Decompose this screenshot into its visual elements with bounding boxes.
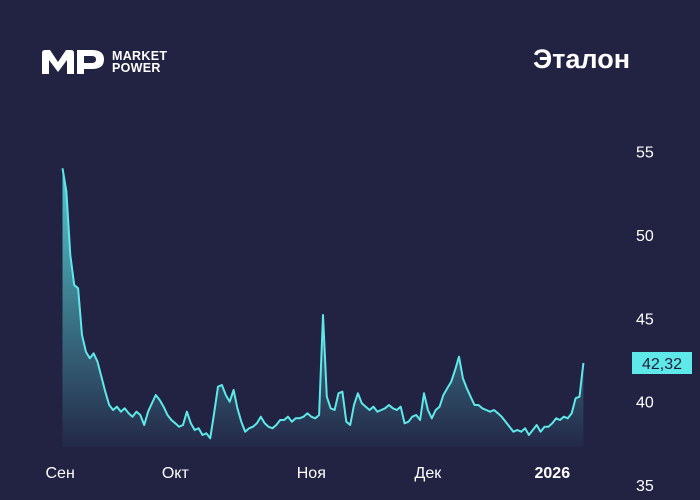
price-area (62, 168, 584, 447)
x-tick-label: 2026 (535, 465, 571, 482)
x-tick-label: Дек (415, 465, 443, 482)
y-tick-label: 45 (636, 311, 654, 328)
x-tick-label: Сен (46, 465, 75, 482)
chart-title: Эталон (532, 44, 630, 74)
mp-logo-icon (42, 50, 104, 74)
market-power-logo: MARKET POWER (42, 50, 167, 74)
logo-line-2: POWER (112, 61, 161, 75)
y-tick-label: 35 (636, 478, 654, 495)
y-tick-label: 55 (636, 145, 654, 162)
x-tick-label: Ноя (297, 465, 326, 482)
last-value-badge (632, 352, 692, 374)
price-line (61, 168, 585, 440)
x-tick-label: Окт (162, 465, 190, 482)
last-value-label: 42,32 (642, 356, 682, 373)
y-tick-label: 40 (636, 395, 654, 412)
y-tick-label: 50 (636, 228, 654, 245)
logo-line-1: MARKET (112, 49, 168, 63)
logo-text: MARKET POWER (112, 49, 168, 75)
